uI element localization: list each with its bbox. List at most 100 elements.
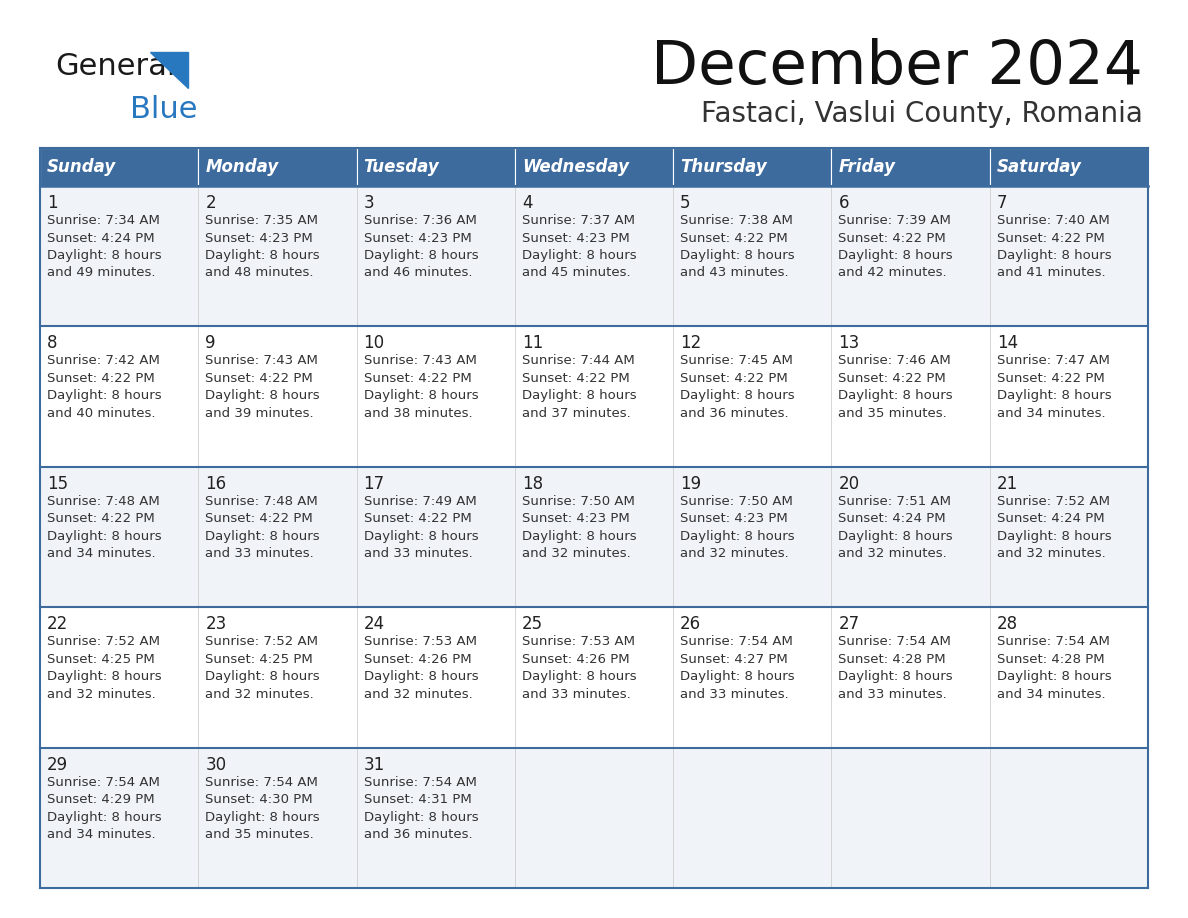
Bar [198,607,356,747]
Text: 16: 16 [206,475,227,493]
Text: 12: 12 [681,334,701,353]
Text: Sunset: 4:25 PM: Sunset: 4:25 PM [206,653,312,666]
Text: Sunrise: 7:48 AM: Sunrise: 7:48 AM [206,495,318,508]
Text: 14: 14 [997,334,1018,353]
Text: Daylight: 8 hours: Daylight: 8 hours [48,389,162,402]
Bar [40,186,198,327]
Text: and 38 minutes.: and 38 minutes. [364,407,472,420]
Bar [990,747,1148,888]
Text: Sunrise: 7:45 AM: Sunrise: 7:45 AM [681,354,794,367]
Text: 30: 30 [206,756,227,774]
Text: Sunset: 4:26 PM: Sunset: 4:26 PM [522,653,630,666]
Text: and 34 minutes.: and 34 minutes. [997,407,1105,420]
Text: Sunset: 4:29 PM: Sunset: 4:29 PM [48,793,154,806]
Bar [990,148,1148,186]
Bar [832,466,990,607]
Text: December 2024: December 2024 [651,38,1143,97]
Bar [40,607,198,747]
Text: Daylight: 8 hours: Daylight: 8 hours [206,670,320,683]
Text: Daylight: 8 hours: Daylight: 8 hours [839,670,953,683]
Bar [356,186,514,327]
Bar [990,466,1148,607]
Text: 19: 19 [681,475,701,493]
Text: Daylight: 8 hours: Daylight: 8 hours [48,249,162,262]
Text: Sunset: 4:22 PM: Sunset: 4:22 PM [839,372,946,385]
Text: Daylight: 8 hours: Daylight: 8 hours [364,670,479,683]
Bar [514,747,674,888]
Text: Saturday: Saturday [997,158,1081,176]
Text: Sunrise: 7:37 AM: Sunrise: 7:37 AM [522,214,634,227]
Text: and 41 minutes.: and 41 minutes. [997,266,1105,279]
Text: Daylight: 8 hours: Daylight: 8 hours [681,249,795,262]
Text: 15: 15 [48,475,68,493]
Text: Sunrise: 7:48 AM: Sunrise: 7:48 AM [48,495,159,508]
Text: Sunrise: 7:50 AM: Sunrise: 7:50 AM [522,495,634,508]
Text: and 32 minutes.: and 32 minutes. [206,688,314,700]
Text: Sunset: 4:23 PM: Sunset: 4:23 PM [522,512,630,525]
Text: Daylight: 8 hours: Daylight: 8 hours [522,530,637,543]
Text: 2: 2 [206,194,216,212]
Text: Sunrise: 7:36 AM: Sunrise: 7:36 AM [364,214,476,227]
Text: and 33 minutes.: and 33 minutes. [364,547,473,560]
Text: Sunrise: 7:54 AM: Sunrise: 7:54 AM [206,776,318,789]
Bar [832,327,990,466]
Text: and 43 minutes.: and 43 minutes. [681,266,789,279]
Text: and 37 minutes.: and 37 minutes. [522,407,631,420]
Bar [198,327,356,466]
Text: 13: 13 [839,334,860,353]
Text: Sunrise: 7:35 AM: Sunrise: 7:35 AM [206,214,318,227]
Text: Sunset: 4:22 PM: Sunset: 4:22 PM [206,372,312,385]
Text: Monday: Monday [206,158,278,176]
Text: 22: 22 [48,615,68,633]
Text: 7: 7 [997,194,1007,212]
Text: Sunday: Sunday [48,158,116,176]
Text: Sunset: 4:22 PM: Sunset: 4:22 PM [206,512,312,525]
Bar [40,747,198,888]
Text: 28: 28 [997,615,1018,633]
Bar [832,148,990,186]
Bar [832,747,990,888]
Text: Daylight: 8 hours: Daylight: 8 hours [681,389,795,402]
Text: 23: 23 [206,615,227,633]
Text: and 32 minutes.: and 32 minutes. [522,547,631,560]
Text: and 49 minutes.: and 49 minutes. [48,266,156,279]
Bar [514,148,674,186]
Text: Sunrise: 7:49 AM: Sunrise: 7:49 AM [364,495,476,508]
Text: Sunrise: 7:38 AM: Sunrise: 7:38 AM [681,214,794,227]
Bar [514,327,674,466]
Bar [514,607,674,747]
Text: Sunset: 4:24 PM: Sunset: 4:24 PM [839,512,946,525]
Text: Sunrise: 7:53 AM: Sunrise: 7:53 AM [522,635,634,648]
Text: Fastaci, Vaslui County, Romania: Fastaci, Vaslui County, Romania [701,100,1143,128]
Text: 18: 18 [522,475,543,493]
Text: Sunset: 4:30 PM: Sunset: 4:30 PM [206,793,312,806]
Text: Sunset: 4:24 PM: Sunset: 4:24 PM [48,231,154,244]
Text: 5: 5 [681,194,690,212]
Text: Sunrise: 7:52 AM: Sunrise: 7:52 AM [997,495,1110,508]
Text: and 32 minutes.: and 32 minutes. [839,547,947,560]
Text: Daylight: 8 hours: Daylight: 8 hours [839,389,953,402]
Text: and 33 minutes.: and 33 minutes. [839,688,947,700]
Text: Daylight: 8 hours: Daylight: 8 hours [681,530,795,543]
Text: Daylight: 8 hours: Daylight: 8 hours [839,530,953,543]
Bar [674,466,832,607]
Text: and 32 minutes.: and 32 minutes. [48,688,156,700]
Text: Daylight: 8 hours: Daylight: 8 hours [48,811,162,823]
Text: Daylight: 8 hours: Daylight: 8 hours [997,249,1111,262]
Text: and 45 minutes.: and 45 minutes. [522,266,631,279]
Bar [674,747,832,888]
Text: Friday: Friday [839,158,896,176]
Text: Daylight: 8 hours: Daylight: 8 hours [997,670,1111,683]
Text: Daylight: 8 hours: Daylight: 8 hours [681,670,795,683]
Text: and 46 minutes.: and 46 minutes. [364,266,472,279]
Bar [40,466,198,607]
Text: and 35 minutes.: and 35 minutes. [206,828,314,841]
Text: 17: 17 [364,475,385,493]
Text: and 42 minutes.: and 42 minutes. [839,266,947,279]
Text: Sunrise: 7:34 AM: Sunrise: 7:34 AM [48,214,160,227]
Text: Sunrise: 7:54 AM: Sunrise: 7:54 AM [997,635,1110,648]
Text: and 34 minutes.: and 34 minutes. [997,688,1105,700]
Text: Daylight: 8 hours: Daylight: 8 hours [206,389,320,402]
Text: 29: 29 [48,756,68,774]
Text: and 32 minutes.: and 32 minutes. [681,547,789,560]
